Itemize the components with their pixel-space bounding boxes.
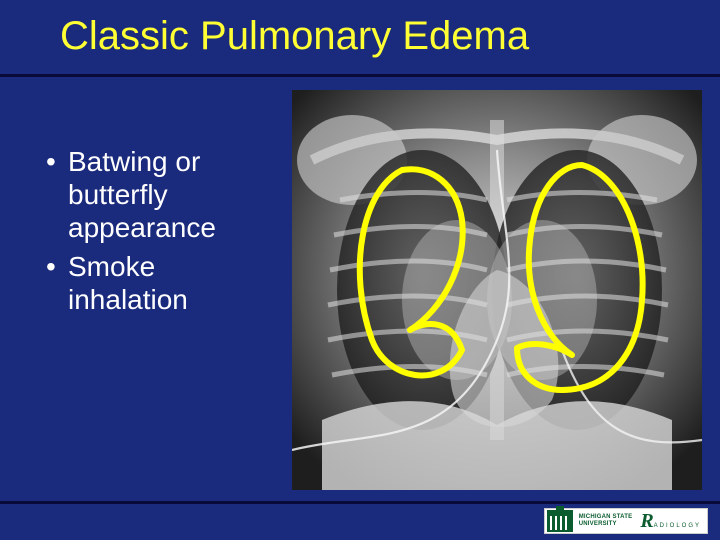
dept-rest: ADIOLOGY [654, 523, 701, 529]
institution-text: MICHIGAN STATE UNIVERSITY [579, 514, 633, 527]
bullet-item: Batwing or butterfly appearance [40, 145, 280, 244]
bullet-list: Batwing or butterfly appearance Smoke in… [40, 145, 280, 322]
msu-tower-icon [547, 510, 573, 532]
slide: Classic Pulmonary Edema Batwing or butte… [0, 0, 720, 540]
department-text: R ADIOLOGY [638, 511, 701, 531]
slide-title: Classic Pulmonary Edema [60, 14, 700, 59]
institution-line1: MICHIGAN STATE [579, 514, 633, 521]
bullet-item: Smoke inhalation [40, 250, 280, 316]
bullet-text: Batwing or butterfly appearance [68, 146, 216, 243]
bullet-text: Smoke inhalation [68, 251, 188, 315]
title-underline [0, 74, 720, 77]
footer-rule [0, 501, 720, 504]
xray-svg [292, 90, 702, 490]
institution-line2: UNIVERSITY [579, 521, 633, 528]
footer-logo: MICHIGAN STATE UNIVERSITY R ADIOLOGY [544, 508, 708, 534]
xray-image [292, 90, 702, 490]
dept-initial: R [638, 511, 653, 531]
